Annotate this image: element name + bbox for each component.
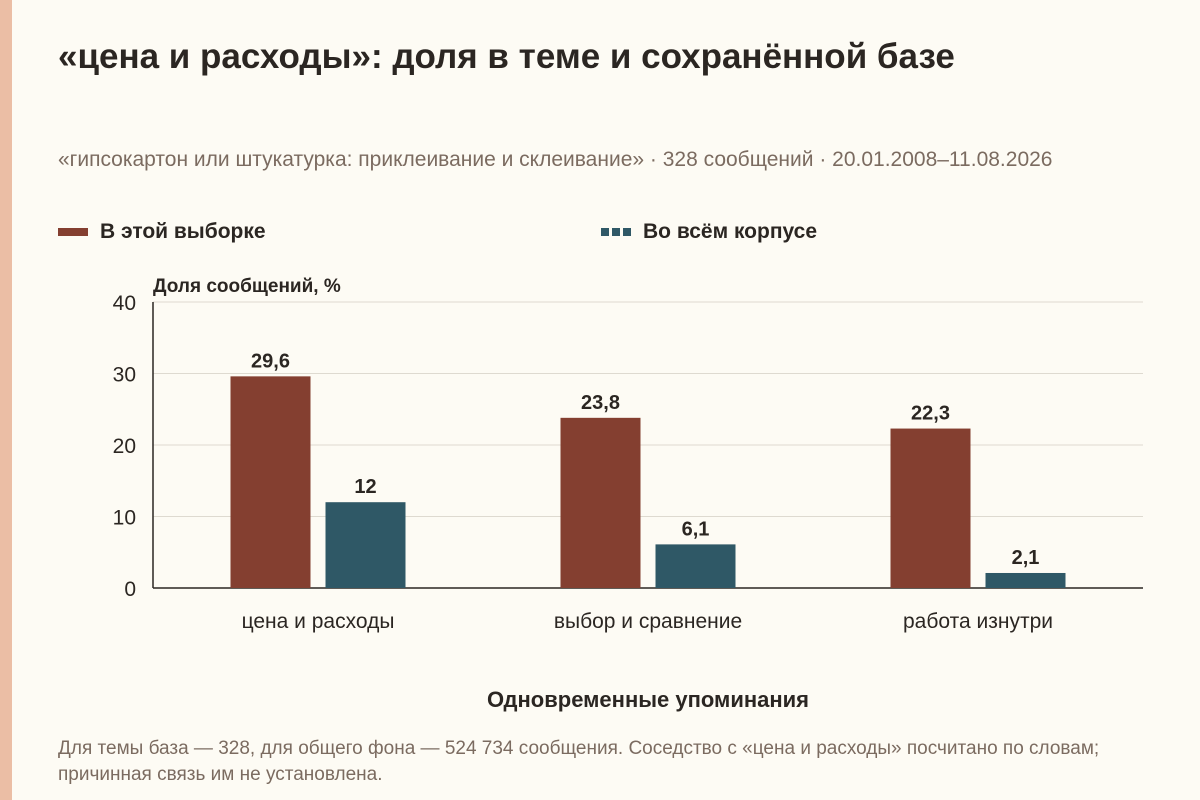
data-label: 2,1	[1012, 547, 1040, 569]
y-tick-label: 10	[113, 507, 136, 530]
bar-corpus	[985, 572, 1066, 588]
y-tick-label: 0	[124, 578, 136, 601]
data-label: 29,6	[251, 350, 290, 372]
legend-item-sample: В этой выборке	[58, 218, 266, 246]
x-tick-label: работа изнутри	[903, 610, 1053, 633]
accent-stripe	[0, 0, 12, 800]
y-axis-label: Доля сообщений, %	[153, 276, 341, 297]
x-axis-label: Одновременные упоминания	[487, 687, 809, 712]
bar-sample	[560, 417, 641, 588]
y-tick-label: 20	[113, 435, 136, 458]
chart-title: «цена и расходы»: доля в теме и сохранён…	[58, 37, 955, 76]
y-tick-label: 30	[113, 364, 136, 387]
bar-sample	[230, 376, 311, 588]
data-label: 6,1	[682, 518, 710, 540]
data-label: 22,3	[911, 403, 950, 425]
chart-subtitle: «гипсокартон или штукатурка: приклеивани…	[58, 148, 1053, 171]
footnote: Для темы база — 328, для общего фона — 5…	[58, 738, 1100, 785]
y-tick-label: 40	[113, 292, 136, 315]
legend-label-sample: В этой выборке	[100, 220, 266, 243]
bar-corpus	[655, 544, 736, 588]
legend-label-corpus: Во всём корпусе	[643, 220, 818, 243]
legend-item-corpus: Во всём корпусе	[601, 218, 817, 246]
legend-swatch-sample	[58, 228, 88, 236]
legend-swatch-corpus	[601, 228, 631, 236]
x-tick-label: цена и расходы	[242, 610, 395, 633]
bar-corpus	[325, 502, 406, 588]
x-tick-label: выбор и сравнение	[554, 610, 742, 633]
data-label: 12	[354, 476, 376, 498]
bar-sample	[890, 428, 971, 588]
data-label: 23,8	[581, 392, 620, 414]
